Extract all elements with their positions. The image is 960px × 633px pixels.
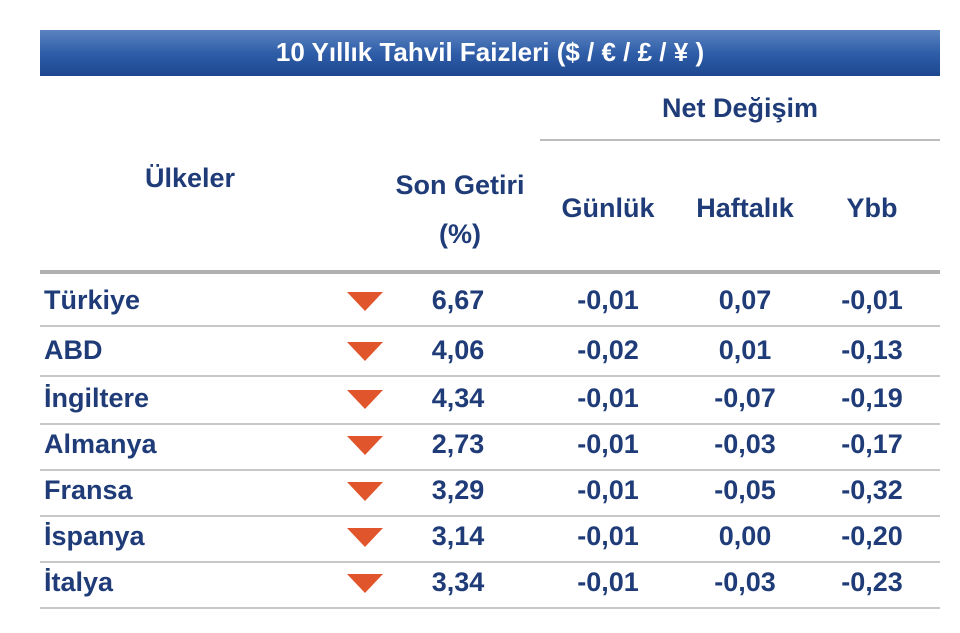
cell-value: -0,20 xyxy=(841,521,903,551)
cell-value: -0,05 xyxy=(714,475,776,505)
cell-value: 6,67 xyxy=(432,285,485,315)
cell-value: -0,02 xyxy=(577,335,639,365)
country-name: ABD xyxy=(44,335,103,365)
change-header: Haftalık xyxy=(696,193,795,223)
yield-header: (%) xyxy=(439,219,481,249)
country-header: Ülkeler xyxy=(145,163,236,193)
cell-value: -0,03 xyxy=(714,567,776,597)
cell-value: -0,01 xyxy=(577,521,639,551)
cell-value: -0,01 xyxy=(841,285,903,315)
country-name: Fransa xyxy=(44,475,134,505)
cell-value: -0,17 xyxy=(841,429,903,459)
cell-value: -0,01 xyxy=(577,567,639,597)
cell-value: 3,14 xyxy=(432,521,485,551)
group-header: Net Değişim xyxy=(662,93,818,123)
cell-value: -0,23 xyxy=(841,567,903,597)
country-name: İtalya xyxy=(44,567,114,597)
cell-value: -0,01 xyxy=(577,429,639,459)
cell-value: 3,29 xyxy=(432,475,485,505)
change-header: Ybb xyxy=(847,193,898,223)
cell-value: -0,01 xyxy=(577,285,639,315)
cell-value: -0,01 xyxy=(577,475,639,505)
cell-value: -0,13 xyxy=(841,335,903,365)
down-indicator xyxy=(347,482,383,501)
country-name: Almanya xyxy=(44,429,158,459)
cell-value: -0,01 xyxy=(577,383,639,413)
cell-value: 4,34 xyxy=(432,383,485,413)
cell-value: -0,03 xyxy=(714,429,776,459)
cell-value: -0,32 xyxy=(841,475,903,505)
down-indicator xyxy=(347,574,383,593)
cell-value: 2,73 xyxy=(432,429,485,459)
cell-value: -0,19 xyxy=(841,383,903,413)
title-bar xyxy=(40,30,940,76)
cell-value: 0,01 xyxy=(719,335,772,365)
down-indicator xyxy=(347,390,383,409)
change-header: Günlük xyxy=(562,193,656,223)
down-indicator xyxy=(347,436,383,455)
country-name: İngiltere xyxy=(44,383,149,413)
down-indicator xyxy=(347,292,383,311)
cell-value: 3,34 xyxy=(432,567,485,597)
cell-value: -0,07 xyxy=(714,383,776,413)
cell-value: 0,00 xyxy=(719,521,772,551)
down-indicator xyxy=(347,528,383,547)
country-name: Türkiye xyxy=(44,285,140,315)
country-name: İspanya xyxy=(44,521,146,551)
cell-value: 4,06 xyxy=(432,335,485,365)
yield-header: Son Getiri xyxy=(395,170,524,200)
table-title: 10 Yıllık Tahvil Faizleri ($ / € / £ / ¥… xyxy=(276,37,704,67)
cell-value: 0,07 xyxy=(719,285,772,315)
down-indicator xyxy=(347,342,383,361)
